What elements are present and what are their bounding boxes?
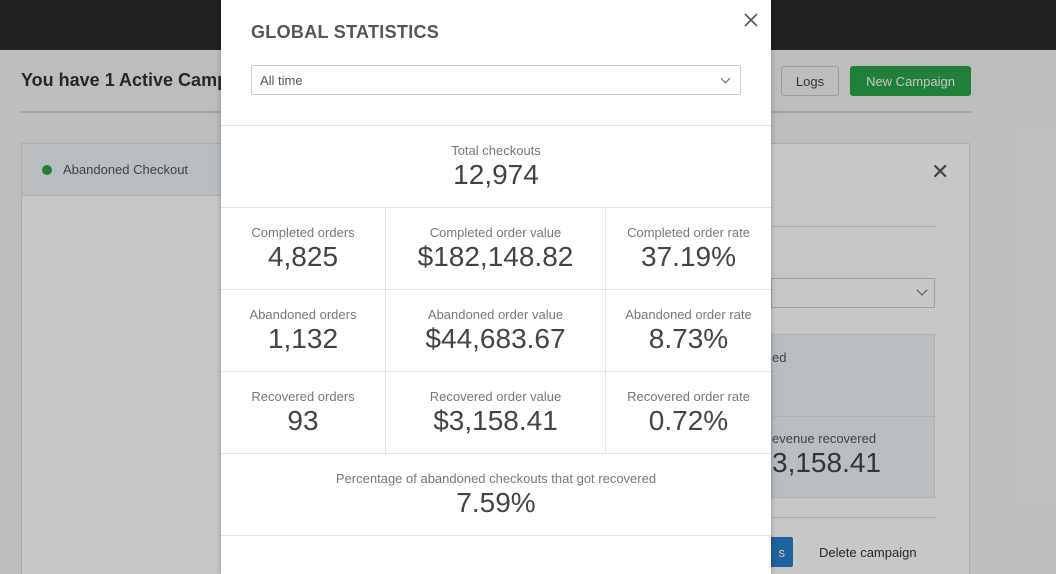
stat-label: Recovered order rate [627, 388, 750, 404]
total-checkouts-stat: Total checkouts 12,974 [221, 126, 771, 208]
global-statistics-modal: GLOBAL STATISTICS All time Total checkou… [221, 0, 771, 574]
stat-value: $44,683.67 [425, 322, 566, 354]
stat-cell: Abandoned orders 1,132 [221, 290, 386, 371]
campaign-detail-panel: ✕ ed evenue recovered 3,158.41 s Delete … [740, 143, 970, 574]
stat-label: Abandoned order rate [625, 306, 752, 322]
panel-stat-label: ed [772, 350, 787, 365]
panel-range-select[interactable] [771, 278, 935, 308]
divider [771, 226, 937, 227]
close-icon[interactable]: ✕ [931, 159, 950, 184]
stat-cell: Completed orders 4,825 [221, 208, 386, 289]
panel-stats-box: ed evenue recovered 3,158.41 [771, 334, 936, 498]
stat-label: Completed orders [251, 224, 355, 240]
stat-value: 8.73% [648, 322, 729, 354]
panel-stat-label: evenue recovered [772, 431, 877, 446]
stat-label: Recovered orders [251, 388, 355, 404]
stat-label: Total checkouts [451, 142, 541, 158]
stat-value: 93 [287, 404, 319, 436]
stat-label: Completed order rate [627, 224, 750, 240]
campaign-label: Abandoned Checkout [63, 162, 189, 177]
stat-label: Completed order value [429, 224, 562, 240]
stat-value: 12,974 [453, 158, 539, 190]
completed-stats-row: Completed orders 4,825 Completed order v… [221, 208, 771, 290]
stat-label: Percentage of abandoned checkouts that g… [335, 470, 657, 486]
stat-label: Abandoned orders [249, 306, 357, 322]
new-campaign-button[interactable]: New Campaign [850, 66, 971, 96]
modal-title: GLOBAL STATISTICS [251, 22, 440, 42]
logs-button[interactable]: Logs [781, 66, 839, 96]
chevron-down-icon [720, 73, 731, 84]
campaign-item[interactable]: Abandoned Checkout [22, 144, 230, 196]
stat-value: $3,158.41 [433, 404, 558, 436]
stat-cell: Recovered orders 93 [221, 372, 386, 453]
status-dot-icon [42, 164, 52, 175]
time-range-value: All time [260, 72, 303, 88]
stat-cell: Abandoned order value $44,683.67 [386, 290, 606, 371]
stat-cell: Completed order value $182,148.82 [386, 208, 606, 289]
campaign-list: Abandoned Checkout [21, 143, 231, 574]
delete-campaign-button[interactable]: Delete campaign [819, 545, 917, 560]
recovery-percentage-stat: Percentage of abandoned checkouts that g… [221, 454, 771, 536]
stat-value: $182,148.82 [417, 240, 574, 272]
divider [771, 517, 937, 518]
page-heading: You have 1 Active Campaign [21, 70, 266, 90]
divider [772, 416, 936, 417]
stat-cell: Abandoned order rate 8.73% [606, 290, 771, 371]
stat-label: Abandoned order value [427, 306, 564, 322]
panel-stat-value: 3,158.41 [772, 447, 881, 478]
stat-cell: Recovered order value $3,158.41 [386, 372, 606, 453]
recovered-stats-row: Recovered orders 93 Recovered order valu… [221, 372, 771, 454]
stat-value: 0.72% [648, 404, 729, 436]
time-range-select[interactable]: All time [251, 65, 741, 95]
stat-cell: Completed order rate 37.19% [606, 208, 771, 289]
abandoned-stats-row: Abandoned orders 1,132 Abandoned order v… [221, 290, 771, 372]
stat-value: 7.59% [456, 486, 536, 518]
stat-label: Recovered order value [429, 388, 562, 404]
stat-value: 37.19% [641, 240, 736, 272]
stat-cell: Recovered order rate 0.72% [606, 372, 771, 453]
close-icon[interactable] [739, 8, 763, 32]
stats-grid: Total checkouts 12,974 Completed orders … [221, 125, 771, 536]
stat-value: 1,132 [267, 322, 339, 354]
stat-value: 4,825 [267, 240, 339, 272]
